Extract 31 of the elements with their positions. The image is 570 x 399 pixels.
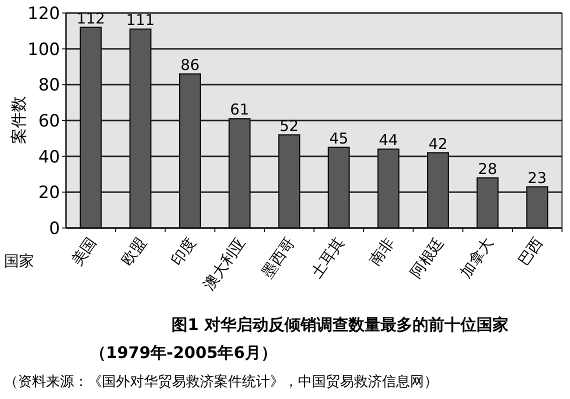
x-tick-label: 美国 (68, 234, 100, 269)
x-tick-label: 印度 (167, 234, 200, 269)
data-label: 61 (230, 100, 250, 119)
text: （1979年-2005年6月） (90, 343, 277, 362)
data-label: 45 (329, 129, 348, 148)
x-tick-label: 澳大利亚 (200, 234, 249, 294)
data-label: 28 (478, 160, 498, 178)
x-tick-label: 南非 (366, 234, 398, 269)
data-label: 52 (280, 116, 299, 135)
text: 图1 对华启动反倾销调查数量最多的前十位国家 (172, 315, 508, 334)
y-tick-label: 20 (38, 183, 60, 204)
y-tick-label: 0 (49, 219, 60, 239)
x-tick-label: 土耳其 (308, 234, 348, 282)
data-label: 44 (378, 131, 398, 150)
x-axis-title: 国家 (4, 252, 34, 270)
data-label: 23 (528, 168, 547, 187)
y-axis-title: 案件数 (9, 96, 28, 144)
y-tick-label: 80 (38, 76, 60, 96)
x-tick-label: 墨西哥 (258, 234, 298, 282)
y-tick-label: 60 (38, 112, 60, 132)
text: （资料来源：《国外对华贸易救济案件统计》，中国贸易救济信息网） (4, 373, 438, 390)
y-tick-label: 100 (28, 40, 60, 60)
x-tick-label: 阿根廷 (406, 234, 448, 282)
data-label: 111 (126, 11, 155, 30)
data-label: 86 (180, 56, 200, 74)
y-tick-label: 120 (28, 4, 60, 24)
data-label: 42 (428, 134, 448, 153)
x-tick-label: 欧盟 (118, 234, 150, 269)
x-tick-label: 巴西 (514, 234, 546, 269)
y-tick-label: 40 (38, 147, 60, 168)
x-tick-label: 加拿大 (456, 234, 497, 282)
